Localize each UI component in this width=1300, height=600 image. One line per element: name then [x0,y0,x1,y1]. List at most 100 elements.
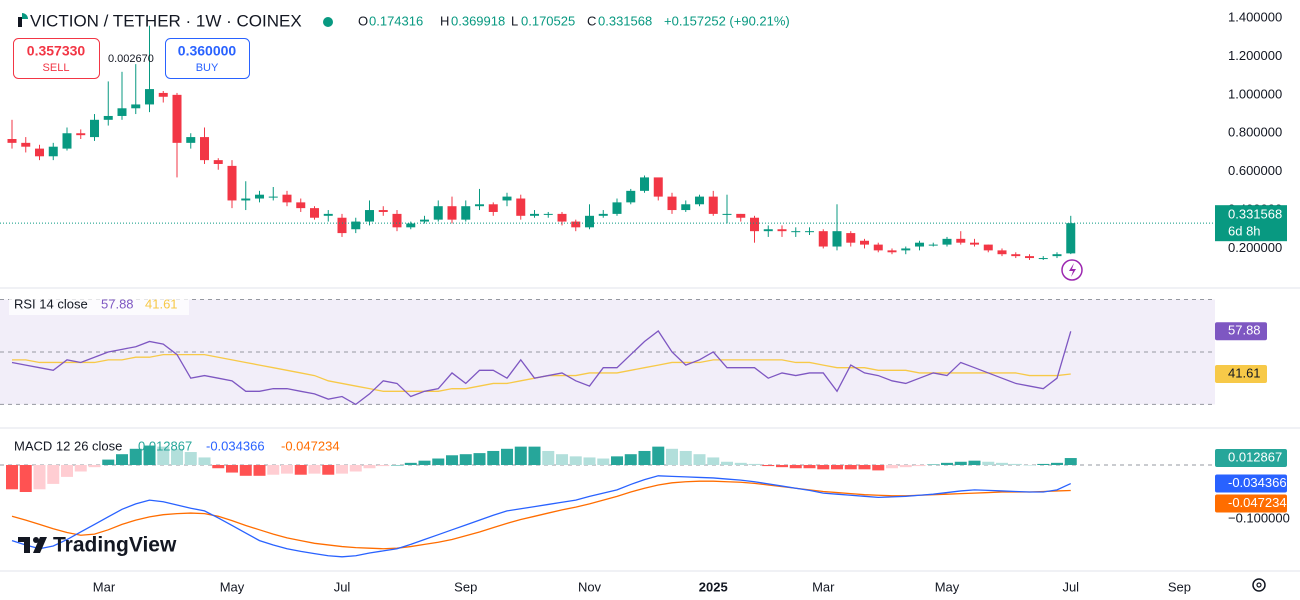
settings-hub[interactable] [1256,582,1262,588]
candle-body [7,139,17,143]
macd-hist-bar [116,454,129,465]
candle-body [942,238,952,245]
macd-hist-bar [1009,463,1022,465]
sell-box[interactable] [13,38,100,79]
market-status-dot[interactable] [323,17,333,27]
macd-hist-bar [872,464,885,471]
tags-layer: 0.331568 6d 8h 57.88 41.61 0.012867 -0.034366… [0,205,1287,513]
axis-tag [1215,364,1267,383]
candle-body [186,137,196,143]
alert-icon[interactable] [1061,259,1083,281]
candle-body [433,206,443,220]
macd-hist-bar [776,464,789,468]
macd-hist-bar [102,459,115,465]
macd-hist-bar [198,457,211,465]
candle-body [818,231,828,247]
rsi-value: 57.88 [101,296,134,311]
macd-hist-bar [74,464,87,472]
macd-hist-bar [171,448,184,465]
macd-hist-bar [19,464,32,493]
macd-value: -0.034366 [206,438,265,453]
sell-label[interactable]: SELL [43,62,70,74]
macd-hist-bar [349,464,362,472]
candle-body [241,198,251,201]
buy-box[interactable] [165,38,250,79]
settings-icon[interactable] [1252,578,1266,592]
macd-hist-bar [377,464,390,467]
candle-body [640,177,650,191]
buy-price[interactable]: 0.360000 [178,43,237,59]
macd-hist-bar [899,464,912,468]
candle-body [475,204,485,207]
change-value: +0.157252 (+90.21%) [664,13,790,28]
symbol-icon [18,13,28,27]
candle-body [145,89,155,105]
candle-body [1066,223,1076,254]
sell-button[interactable]: 0.357330 SELL [13,38,100,79]
macd-hist-bar [611,456,624,465]
sell-price[interactable]: 0.357330 [27,43,86,59]
macd-hist-bar [308,464,321,474]
candle-body [337,217,347,234]
axis-tag-label: -0.034366 [1228,475,1287,490]
brand-logo: TradingView [18,534,177,557]
candle-body [763,229,773,232]
macd-hist-bar [143,445,156,465]
macd-hist-bar [996,462,1009,465]
symbol-title: VICTION / TETHER · 1W · COINEX [30,11,302,30]
marks-layer [6,25,1077,558]
macd-hist-bar [762,464,775,467]
legend-backdrop [9,295,189,315]
candle-body [227,165,237,201]
macd-hist-bar [1023,464,1036,466]
macd-hist-bar [913,464,926,467]
annotation: 0.002670 [108,53,154,65]
candle-body [213,160,223,164]
macd-hist-bar [47,464,60,484]
x-tick-label: Mar [93,579,116,594]
buy-label[interactable]: BUY [196,62,219,74]
ohlc-value: 0.170525 [521,13,575,28]
macd-hist-bar [817,464,830,470]
macd-hist-bar [336,464,349,474]
axis-tag [1215,322,1267,341]
macd-hist-bar [624,454,637,465]
macd-hist-bar [239,464,252,476]
last-price-tag [1215,205,1287,242]
candle-body [873,244,883,251]
candle-body [378,210,388,212]
macd-hist-bar [129,448,142,465]
macd-hist-bar [391,464,404,466]
macd-hist-bar [501,448,514,465]
axis-tag [1215,494,1287,513]
candle-body [365,210,375,222]
macd-hist-bar [968,460,981,465]
macd-hist-bar [556,454,569,465]
ohlc-letter: O [358,13,368,28]
macd-hist-bar [789,464,802,469]
candle-body [447,206,457,220]
candle-body [200,137,210,161]
ohlc-value: 0.369918 [451,13,505,28]
macd-hist-bar [33,464,46,490]
alert-bolt[interactable] [1069,263,1076,277]
logo-part [33,537,47,553]
buy-button[interactable]: 0.360000 BUY [165,38,250,79]
ohlc-letter: L [511,13,518,28]
x-tick-label: May [220,579,245,594]
macd-hist-bar [927,464,940,465]
macd-hist-value: 0.012867 [138,438,192,453]
candle-body [750,217,760,232]
macd-hist-bar [1064,458,1077,465]
candle-body [557,213,567,222]
ohlc-value: 0.331568 [598,13,652,28]
candle-body [708,196,718,214]
candle-body [887,250,897,253]
candle-body [1038,258,1048,260]
settings-gear[interactable] [1252,578,1266,592]
macd-hist-bar [212,464,225,469]
y-tick-label: 1.200000 [1228,48,1282,63]
candle-body [736,213,746,218]
